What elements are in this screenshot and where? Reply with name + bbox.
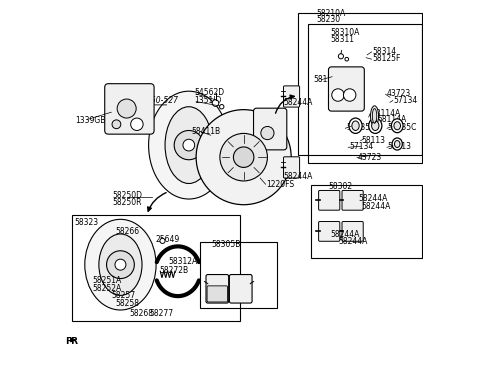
Text: 58323: 58323 — [74, 218, 98, 227]
FancyBboxPatch shape — [284, 86, 300, 107]
Text: 58312A: 58312A — [168, 257, 198, 266]
Bar — [312, 185, 422, 258]
Text: 58257: 58257 — [111, 291, 135, 300]
FancyBboxPatch shape — [319, 222, 340, 241]
Text: 58114A: 58114A — [377, 115, 407, 124]
Text: REF.50-527: REF.50-527 — [136, 96, 179, 105]
Bar — [200, 242, 276, 308]
Text: 58305B: 58305B — [212, 240, 241, 249]
Circle shape — [115, 259, 126, 270]
Circle shape — [131, 118, 143, 131]
Text: 58114A: 58114A — [371, 109, 400, 118]
Text: 58210A: 58210A — [317, 9, 346, 18]
FancyBboxPatch shape — [105, 84, 154, 134]
Text: 58250D: 58250D — [113, 191, 143, 200]
Text: 43723: 43723 — [358, 153, 382, 162]
Ellipse shape — [85, 219, 156, 310]
Text: 25649: 25649 — [156, 235, 180, 244]
Text: 58125F: 58125F — [372, 54, 401, 63]
Bar — [72, 215, 240, 321]
Text: 58258: 58258 — [115, 299, 139, 308]
Text: 58272B: 58272B — [159, 266, 189, 275]
Text: 1220FS: 1220FS — [266, 181, 294, 189]
Ellipse shape — [394, 122, 400, 130]
Ellipse shape — [165, 107, 213, 184]
Text: 58244A: 58244A — [331, 230, 360, 239]
Text: 58252A: 58252A — [92, 284, 121, 293]
Text: 58244A: 58244A — [361, 202, 391, 211]
Ellipse shape — [395, 141, 400, 148]
Text: 1339GB: 1339GB — [75, 116, 105, 125]
FancyBboxPatch shape — [229, 275, 252, 303]
Ellipse shape — [352, 121, 359, 131]
Circle shape — [196, 110, 291, 205]
Circle shape — [117, 99, 136, 118]
FancyBboxPatch shape — [328, 67, 364, 111]
Bar — [308, 25, 422, 163]
Text: 58230: 58230 — [317, 15, 341, 24]
Ellipse shape — [369, 118, 382, 134]
Text: 58250R: 58250R — [113, 198, 142, 207]
Circle shape — [107, 251, 134, 279]
Ellipse shape — [149, 91, 229, 199]
Text: 57134: 57134 — [349, 142, 373, 152]
Text: 58113: 58113 — [361, 136, 385, 145]
Text: 58125: 58125 — [313, 75, 337, 84]
Circle shape — [212, 100, 219, 106]
Text: 58310A: 58310A — [331, 28, 360, 37]
Ellipse shape — [371, 106, 379, 126]
Text: 58314: 58314 — [372, 47, 396, 57]
Text: 58251A: 58251A — [92, 276, 121, 285]
Text: 58235C: 58235C — [346, 123, 375, 132]
Text: 58244A: 58244A — [283, 98, 312, 107]
Ellipse shape — [349, 118, 362, 134]
Circle shape — [174, 131, 204, 160]
Ellipse shape — [99, 234, 142, 295]
Text: 58244A: 58244A — [359, 195, 388, 203]
Text: FR: FR — [65, 337, 78, 346]
Text: 58268: 58268 — [130, 309, 154, 318]
Circle shape — [338, 54, 344, 59]
Text: 58311: 58311 — [331, 34, 355, 44]
Circle shape — [345, 57, 348, 61]
Text: 58411B: 58411B — [192, 127, 221, 136]
Text: 58266: 58266 — [116, 227, 140, 236]
Text: 54562D: 54562D — [194, 88, 225, 97]
Text: 43723: 43723 — [386, 89, 410, 98]
Circle shape — [220, 134, 267, 181]
Text: 1351JD: 1351JD — [194, 97, 222, 105]
Text: 57134: 57134 — [394, 96, 418, 105]
Circle shape — [261, 127, 274, 139]
FancyBboxPatch shape — [207, 286, 228, 302]
Text: 58244A: 58244A — [339, 237, 368, 247]
Circle shape — [160, 238, 165, 243]
Text: 58244A: 58244A — [283, 172, 312, 181]
Text: 58277: 58277 — [149, 309, 173, 318]
FancyBboxPatch shape — [319, 190, 340, 210]
Ellipse shape — [372, 109, 377, 123]
FancyBboxPatch shape — [253, 108, 287, 150]
Text: 58302: 58302 — [328, 182, 353, 190]
Ellipse shape — [372, 121, 379, 131]
Circle shape — [344, 89, 356, 101]
FancyBboxPatch shape — [206, 275, 228, 303]
FancyBboxPatch shape — [342, 190, 363, 210]
Circle shape — [112, 120, 121, 129]
Circle shape — [183, 139, 195, 151]
Circle shape — [233, 147, 254, 167]
Text: 58235C: 58235C — [388, 123, 417, 132]
Bar — [299, 14, 422, 155]
Ellipse shape — [392, 138, 402, 150]
FancyBboxPatch shape — [284, 157, 300, 178]
FancyBboxPatch shape — [342, 222, 363, 241]
Circle shape — [332, 89, 344, 101]
Text: 58113: 58113 — [388, 142, 412, 152]
Ellipse shape — [391, 119, 403, 133]
Circle shape — [219, 105, 224, 109]
